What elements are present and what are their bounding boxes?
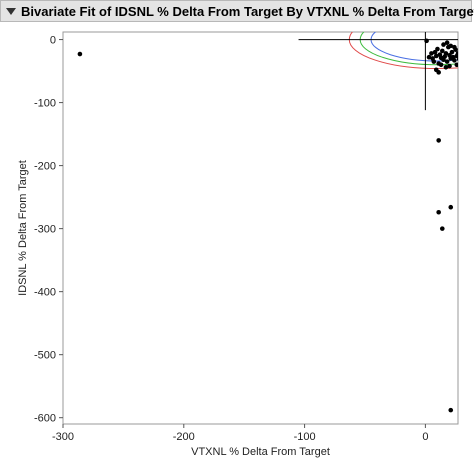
report-title-bar[interactable]: Bivariate Fit of IDSNL % Delta From Targ… — [0, 0, 474, 22]
data-point — [433, 53, 439, 59]
y-tick-label: 0 — [50, 35, 56, 47]
data-point — [456, 57, 458, 62]
y-tick-label: -600 — [34, 413, 56, 425]
data-point — [435, 46, 440, 52]
y-axis-title: IDSNL % Delta From Target — [17, 160, 29, 296]
data-point — [452, 44, 457, 50]
data-point — [448, 204, 454, 210]
data-point — [444, 40, 450, 46]
data-point — [443, 51, 449, 56]
data-point — [469, 53, 474, 58]
data-point — [424, 38, 429, 44]
x-tick-label: -200 — [173, 431, 195, 443]
y-tick-label: -200 — [34, 161, 56, 173]
y-tick-label: -500 — [34, 350, 56, 362]
x-tick-label: 0 — [422, 431, 428, 443]
x-axis: -300 -200 -100 0 — [52, 424, 428, 443]
reference-lines — [298, 32, 458, 111]
data-point — [464, 50, 469, 55]
data-point — [443, 64, 449, 70]
data-point — [436, 209, 441, 215]
data-point — [455, 51, 458, 56]
data-points — [77, 38, 474, 413]
data-point — [441, 42, 446, 47]
data-point — [438, 62, 444, 68]
data-point — [77, 51, 83, 57]
y-tick-label: -300 — [34, 224, 56, 236]
data-point — [452, 58, 457, 63]
plot-frame — [62, 31, 459, 425]
data-point — [432, 49, 438, 55]
data-point — [449, 49, 455, 55]
data-point — [458, 61, 463, 66]
data-point — [439, 226, 445, 231]
data-point — [459, 52, 464, 57]
disclosure-triangle-down-icon[interactable] — [6, 7, 16, 15]
y-axis: 0 -100 -200 -300 -400 -500 -600 — [34, 35, 63, 425]
y-tick-label: -400 — [34, 287, 56, 299]
data-point — [436, 138, 441, 143]
x-tick-label: -300 — [52, 431, 74, 443]
data-point — [436, 70, 441, 75]
data-point — [439, 48, 445, 54]
data-point — [462, 55, 467, 60]
report-title: Bivariate Fit of IDSNL % Delta From Targ… — [21, 3, 474, 19]
data-point — [448, 43, 454, 49]
data-point — [429, 51, 434, 56]
data-point — [447, 63, 452, 69]
data-point — [454, 62, 458, 68]
data-point — [426, 54, 432, 60]
x-tick-label: -100 — [294, 431, 316, 443]
y-tick-label: -100 — [34, 98, 56, 110]
data-point — [431, 59, 437, 64]
data-point — [467, 58, 472, 63]
data-point — [448, 407, 454, 413]
data-point — [459, 60, 464, 65]
x-axis-title: VTXNL % Delta From Target — [191, 446, 330, 458]
data-point — [444, 59, 450, 64]
